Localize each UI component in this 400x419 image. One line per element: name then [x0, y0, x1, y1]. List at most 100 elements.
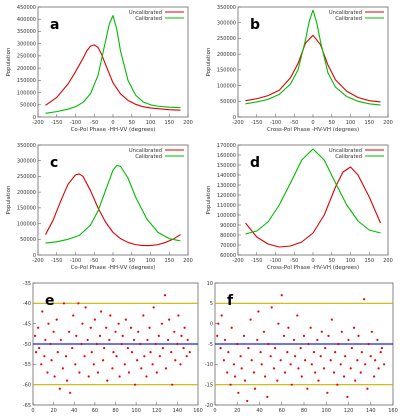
scatter-point [267, 342, 270, 346]
scatter-point [118, 375, 121, 378]
scatter-point [47, 322, 50, 325]
x-tick-label: 60 [92, 408, 98, 414]
x-tick-label: -50 [90, 120, 98, 126]
x-tick-label: 100 [346, 258, 356, 264]
y-tick-label: 350000 [17, 143, 36, 149]
scatter-point [166, 338, 170, 342]
scatter-point [356, 359, 359, 362]
scatter-point [126, 346, 129, 350]
x-tick-label: -100 [270, 120, 281, 126]
y-tick-label: 100000 [217, 213, 236, 219]
scatter-point [145, 375, 148, 378]
y-tick-label: -10 [205, 362, 213, 368]
scatter-point [98, 334, 102, 337]
scatter-point [174, 359, 177, 362]
scatter-point [283, 371, 287, 374]
scatter-point [377, 367, 380, 370]
legend-label: Uncalibrated [129, 148, 162, 154]
scatter-point [72, 314, 75, 317]
scatter-point [148, 326, 151, 329]
scatter-point [262, 330, 266, 333]
x-tick-label: 100 [146, 120, 156, 126]
panel-f: 0 20 40 60 80 100 120 140 160 -20 -15 -10 -5 0 5 10 f [205, 281, 398, 414]
y-axis-title: Population [6, 185, 12, 214]
y-tick-label: -60 [23, 382, 31, 388]
scatter-point [287, 326, 290, 329]
scatter-point [339, 363, 342, 366]
series-line-calibrated [45, 164, 181, 244]
y-tick-label: 50000 [20, 103, 36, 109]
legend-label: Calibrated [335, 154, 362, 160]
scatter-point [296, 314, 299, 317]
scatter-point [164, 367, 168, 370]
scatter-point [354, 379, 357, 382]
x-tick-label: -200 [32, 258, 43, 264]
scatter-point [160, 322, 164, 325]
scatter-point [276, 379, 279, 382]
series-line-uncalibrated [245, 166, 382, 248]
x-tick-label: 100 [146, 258, 156, 264]
scatter-point [111, 367, 114, 370]
scatter-point [232, 363, 236, 366]
x-tick-label: -50 [290, 120, 298, 126]
scatter-point [58, 387, 61, 390]
x-tick-label: 200 [183, 120, 193, 126]
scatter-point [83, 355, 86, 358]
y-tick-label: 130000 [217, 183, 236, 189]
scatter-point [366, 387, 369, 390]
scatter-point [154, 342, 157, 346]
y-tick-label: 150000 [17, 206, 36, 212]
scatter-point [56, 351, 59, 354]
scatter-point [132, 338, 136, 342]
scatter-point [219, 346, 222, 350]
scatter-point [252, 371, 256, 374]
scatter-point [242, 334, 246, 337]
x-tick-label: 50 [129, 120, 135, 126]
scatter-point [173, 330, 176, 333]
scatter-point [115, 355, 118, 358]
scatter-point [109, 314, 112, 317]
y-tick-label: 350000 [17, 29, 36, 35]
x-axis-title: Co-Pol Phase -HH-VV (degrees) [71, 265, 156, 271]
y-tick-label: 50000 [220, 99, 236, 105]
scatter-point [86, 338, 89, 342]
y-tick-label: 160000 [217, 153, 236, 159]
scatter-point [344, 355, 347, 358]
scatter-point [41, 310, 44, 313]
scatter-point [95, 342, 99, 346]
scatter-point [220, 314, 223, 317]
scatter-point [237, 391, 240, 394]
scatter-point [67, 330, 71, 333]
scatter-point [360, 351, 363, 354]
scatter-point [290, 383, 293, 386]
x-tick-label: -50 [290, 258, 298, 264]
legend-label: Uncalibrated [329, 148, 362, 154]
scatter-point [370, 330, 373, 333]
scatter-point [266, 395, 269, 398]
scatter-point [74, 363, 77, 366]
scatter-point [44, 338, 47, 342]
series-line-uncalibrated [245, 34, 381, 103]
plot-frame [37, 6, 189, 118]
y-tick-label: 150000 [17, 78, 36, 84]
x-axis-title: Co-Pol Phase -HH-VV (degrees) [71, 127, 156, 133]
x-tick-label: 200 [383, 258, 393, 264]
y-tick-label: 0 [210, 321, 213, 327]
y-tick-label: 110000 [217, 203, 236, 209]
panel-e: 0 20 40 60 80 100 120 140 160 -65 -60 -55 -50 -45 -40 -… [23, 281, 203, 414]
x-tick-label: -100 [70, 258, 81, 264]
scatter-point [280, 294, 283, 297]
scatter-point [383, 363, 386, 366]
scatter-point [367, 342, 370, 346]
scatter-point [136, 359, 139, 362]
x-tick-label: 50 [129, 258, 135, 264]
y-tick-label: -15 [205, 382, 213, 388]
y-tick-label: 200000 [17, 66, 36, 72]
x-tick-label: 50 [329, 120, 335, 126]
scatter-point [123, 363, 126, 366]
scatter-point [239, 355, 242, 358]
scatter-point [233, 375, 237, 378]
y-tick-label: 0 [233, 115, 236, 121]
scatter-point [247, 346, 250, 350]
